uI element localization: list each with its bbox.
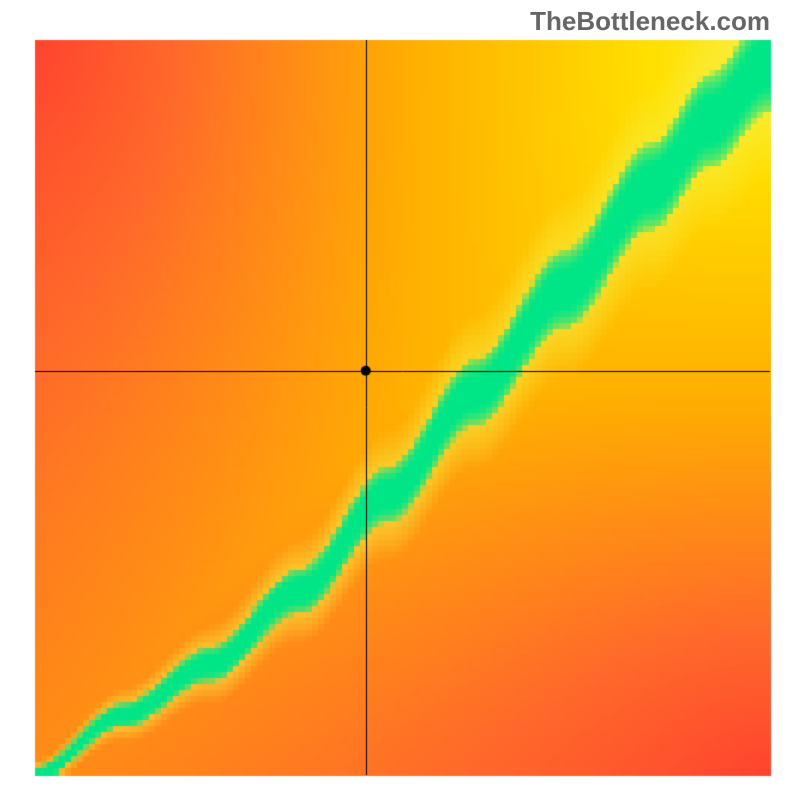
watermark-text: TheBottleneck.com bbox=[530, 6, 770, 37]
bottleneck-heatmap bbox=[0, 0, 800, 800]
